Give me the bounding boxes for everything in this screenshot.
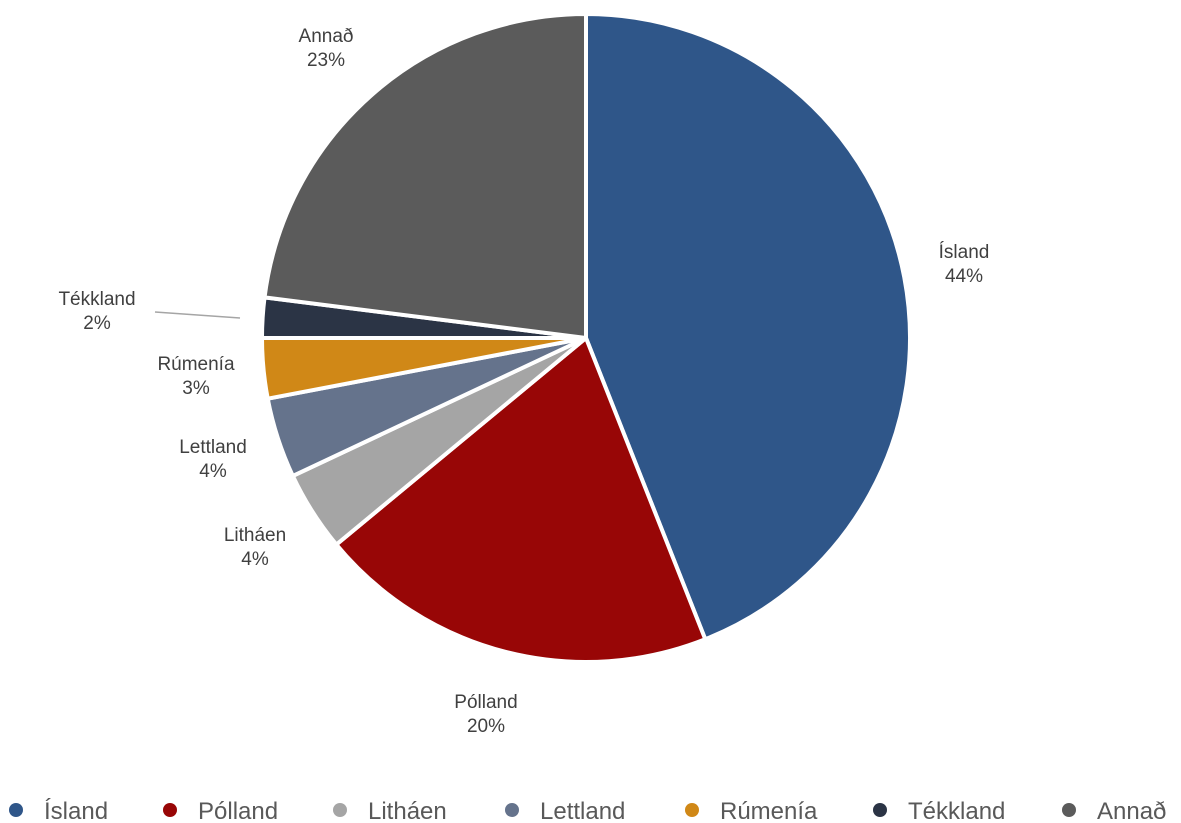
pie-slice-annad [262,12,588,340]
legend-item-rumenia: Rúmenía [685,798,818,823]
legend-marker-island [9,803,23,817]
legend-item-island: Ísland [9,798,108,823]
legend-marker-rumenia [685,803,699,817]
legend-label-lithaen: Litháen [368,798,447,823]
slice-percent-lettland: 4% [199,461,227,482]
legend: Ísland Pólland Litháen Lettland Rúmenía Tékkl… [9,798,1166,823]
legend-label-lettland: Lettland [540,798,625,823]
legend-marker-polland [163,803,177,817]
leader-line-tekkland [154,311,241,319]
slice-labels: Ísland 44% Pólland 20% Litháen 4% Lettland 4% Rú… [58,26,989,737]
legend-marker-tekkland [873,803,887,817]
legend-marker-lettland [505,803,519,817]
slice-percent-rumenia: 3% [182,378,210,399]
legend-marker-lithaen [333,803,347,817]
pie-slice-polland [334,336,708,664]
legend-item-tekkland: Tékkland [873,798,1005,823]
slice-percent-island: 44% [945,266,983,287]
slice-label-lithaen: Litháen [224,525,286,546]
legend-label-polland: Pólland [198,798,278,823]
leader-lines [154,311,241,319]
legend-item-polland: Pólland [163,798,278,823]
slice-percent-lithaen: 4% [241,549,269,570]
slice-label-polland: Pólland [454,692,517,713]
slice-percent-annad: 23% [307,50,345,71]
legend-label-island: Ísland [44,798,108,823]
pie-slice-island [584,12,913,642]
legend-label-rumenia: Rúmenía [720,798,818,823]
slice-percent-tekkland: 2% [83,313,111,334]
slice-label-rumenia: Rúmenía [157,354,235,375]
slice-label-tekkland: Tékkland [58,289,135,310]
legend-marker-annad [1062,803,1076,817]
legend-item-lettland: Lettland [505,798,625,823]
pie-slices [259,12,913,664]
slice-label-lettland: Lettland [179,437,247,458]
legend-label-annad: Annað [1097,798,1166,823]
slice-label-island: Ísland [939,242,990,263]
slice-percent-polland: 20% [467,716,505,737]
legend-label-tekkland: Tékkland [908,798,1005,823]
legend-item-lithaen: Litháen [333,798,447,823]
legend-item-annad: Annað [1062,798,1166,823]
slice-label-annad: Annað [299,26,354,47]
